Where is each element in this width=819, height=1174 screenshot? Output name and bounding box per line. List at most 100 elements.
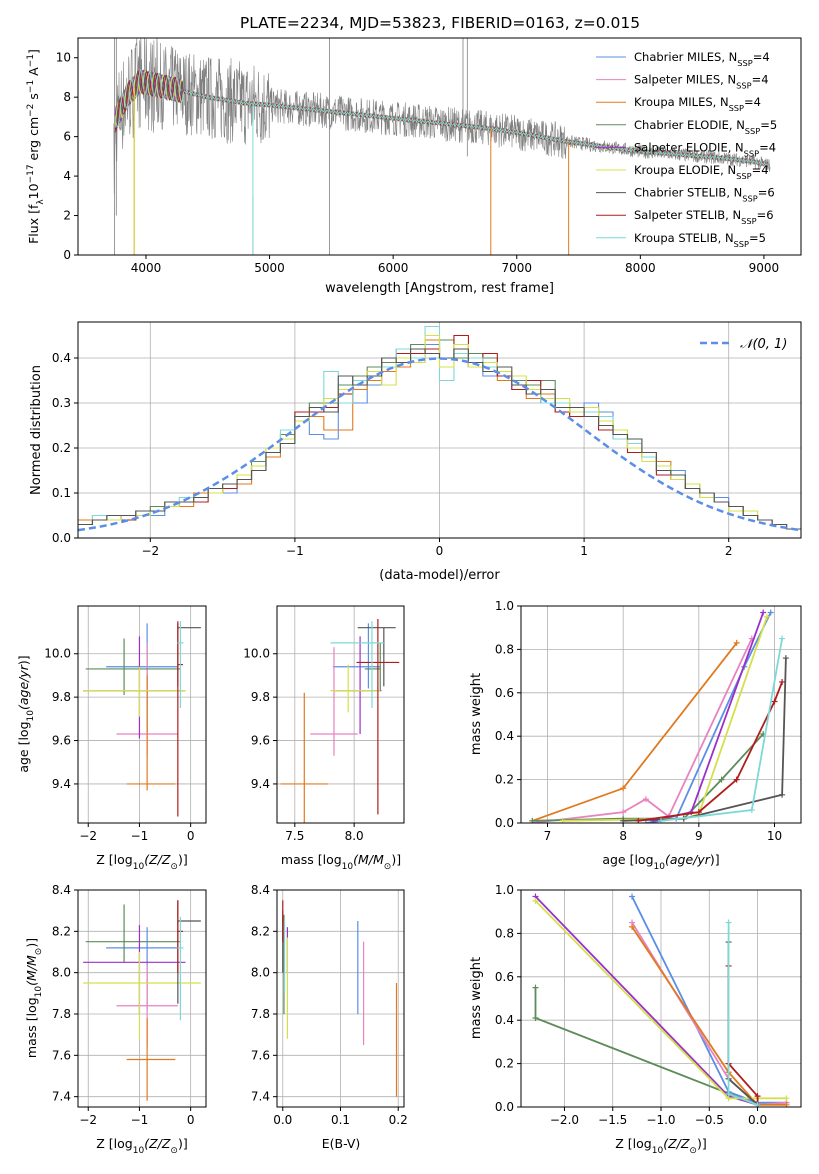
mass-vs-metallicity-panel: −2 −1 07.47.67.88.08.28.4Z [log10(Z/Z⊙)]ma… [24,883,207,1156]
y-tick-label-part: 0.8 [495,642,514,656]
legend-entry-part: Chabrier STELIB, [634,186,734,200]
legend-entry-part: Salpeter ELODIE, [634,140,735,154]
legend-entry-part: N [727,73,736,87]
y-tick-label-part: 9.8 [52,690,71,704]
x-tick-label-part: 9000 [749,261,780,275]
weight-marker [783,1095,790,1102]
x-tick-label: −1 [131,829,149,843]
weight-marker [779,678,786,685]
y-tick-label-part: 6 [63,130,71,144]
y-tick-label: 0.2 [495,1057,514,1071]
legend-entry-part: 𝒩(0, 1) [740,337,787,352]
legend-entry-part: Kroupa STELIB, [634,231,725,245]
y-tick-label-part: 7.8 [52,1007,71,1021]
x-axis-label-part: Z [log [96,852,132,867]
x-tick-label-part: 0 [187,829,195,843]
legend-entry-part: =4 [744,95,761,109]
y-axis-label-part: Normed distribution [29,365,44,495]
y-tick-label-part: 0.0 [52,531,71,545]
figure-title: PLATE=2234, MJD=53823, FIBERID=0163, z=0… [240,14,640,32]
y-axis-label-part: mass [log [24,997,39,1058]
y-tick-label: 8.4 [251,883,270,897]
x-tick-label: −2.0 [550,1113,579,1127]
y-tick-label-part: 7.4 [52,1090,71,1104]
x-tick-label-part: 8000 [625,261,656,275]
legend-entry-part: =4 [752,73,769,87]
y-tick-label: 0.6 [495,970,514,984]
y-tick-label: 0.4 [495,729,514,743]
x-axis-label-part: mass [log [281,852,342,867]
y-tick-label: 9.8 [251,690,270,704]
x-axis-label: mass [log10(M/M⊙)] [281,852,401,872]
x-tick-label-part: 8.0 [345,829,364,843]
x-tick-label-part: −2 [79,829,97,843]
weight-marker [754,1093,761,1100]
x-axis-label-part: (Z/Z [144,852,171,867]
weight-marker [782,655,789,662]
x-tick-label: 1 [580,544,588,558]
y-tick-label-part: 10.0 [44,647,71,661]
x-tick-label: −0.5 [695,1113,724,1127]
y-axis-label-part: s [26,93,41,104]
x-axis-label: age [log10(age/yr)] [602,852,719,872]
legend-entry: Chabrier MILES, NSSP=4 [634,50,770,68]
y-tick-label: 8.0 [52,966,71,980]
x-tick-label: 2 [725,544,733,558]
x-tick-label-part: 0 [187,1113,195,1127]
weight-marker [532,984,539,991]
y-tick-label: 8.4 [52,883,71,897]
x-tick-label: −1 [131,1113,149,1127]
y-tick-label-part: 8.2 [52,924,71,938]
legend-entry: Salpeter MILES, NSSP=4 [634,73,769,91]
y-axis-label-part: erg cm [26,117,41,165]
y-axis-label-part: A [26,67,41,80]
x-tick-label-part: −0.5 [695,1113,724,1127]
y-tick-label-part: 0.2 [495,1057,514,1071]
y-tick-label-part: 8.0 [251,966,270,980]
legend-entry: Salpeter STELIB, NSSP=6 [634,208,774,226]
weight-marker [760,609,767,616]
legend-entry-part: Kroupa MILES, [634,95,720,109]
legend-entry-part: =5 [760,118,777,132]
y-tick-label-part: 0.3 [52,396,71,410]
y-tick-label: 10.0 [44,647,71,661]
weight-marker [629,923,636,930]
legend-entry-part: Kroupa ELODIE, [634,163,727,177]
x-tick-label-part: 7000 [501,261,532,275]
weight-marker [725,919,732,926]
y-tick-label: 7.8 [52,1007,71,1021]
y-axis-label: age [log10(age/yr)] [16,655,36,772]
x-tick-label-part: 9 [695,829,703,843]
y-tick-label: 7.6 [52,1048,71,1062]
x-tick-label: 4000 [131,261,162,275]
axes-frame [77,605,207,824]
x-tick-label: 0.1 [331,1113,350,1127]
y-tick-label: 9.4 [251,777,270,791]
y-tick-label-part: 1.0 [495,599,514,613]
legend-entry-part: =4 [759,140,776,154]
x-axis-label-part: wavelength [Angstrom, rest frame] [325,281,554,296]
y-tick-label-part: 9.8 [251,690,270,704]
x-tick-label-part: 0 [436,544,444,558]
x-axis-label-part: ⊙ [170,1146,178,1156]
y-tick-label-part: 0.1 [52,486,71,500]
y-tick-label: 2 [63,209,71,223]
x-axis-label-part: 10 [133,862,145,872]
legend-entry-part: SSP [744,148,759,158]
weight-marker [695,809,702,816]
x-tick-label: −2 [79,1113,97,1127]
axes-frame [77,37,802,256]
weight-marker [718,776,725,783]
x-tick-label-part: 7.5 [285,829,304,843]
x-tick-label: 7000 [501,261,532,275]
legend-entry-part: SSP [736,81,751,91]
weight-marker [733,639,740,646]
y-tick-label: 0.2 [52,441,71,455]
x-axis-label-part: Z [log [96,1136,132,1151]
x-tick-label: 0 [187,829,195,843]
x-tick-label: 8.0 [345,829,364,843]
x-tick-label: 8000 [625,261,656,275]
x-axis-label-part: ⊙ [384,862,392,872]
x-tick-label-part: −1.5 [598,1113,627,1127]
x-tick-label-part: 8 [619,829,627,843]
